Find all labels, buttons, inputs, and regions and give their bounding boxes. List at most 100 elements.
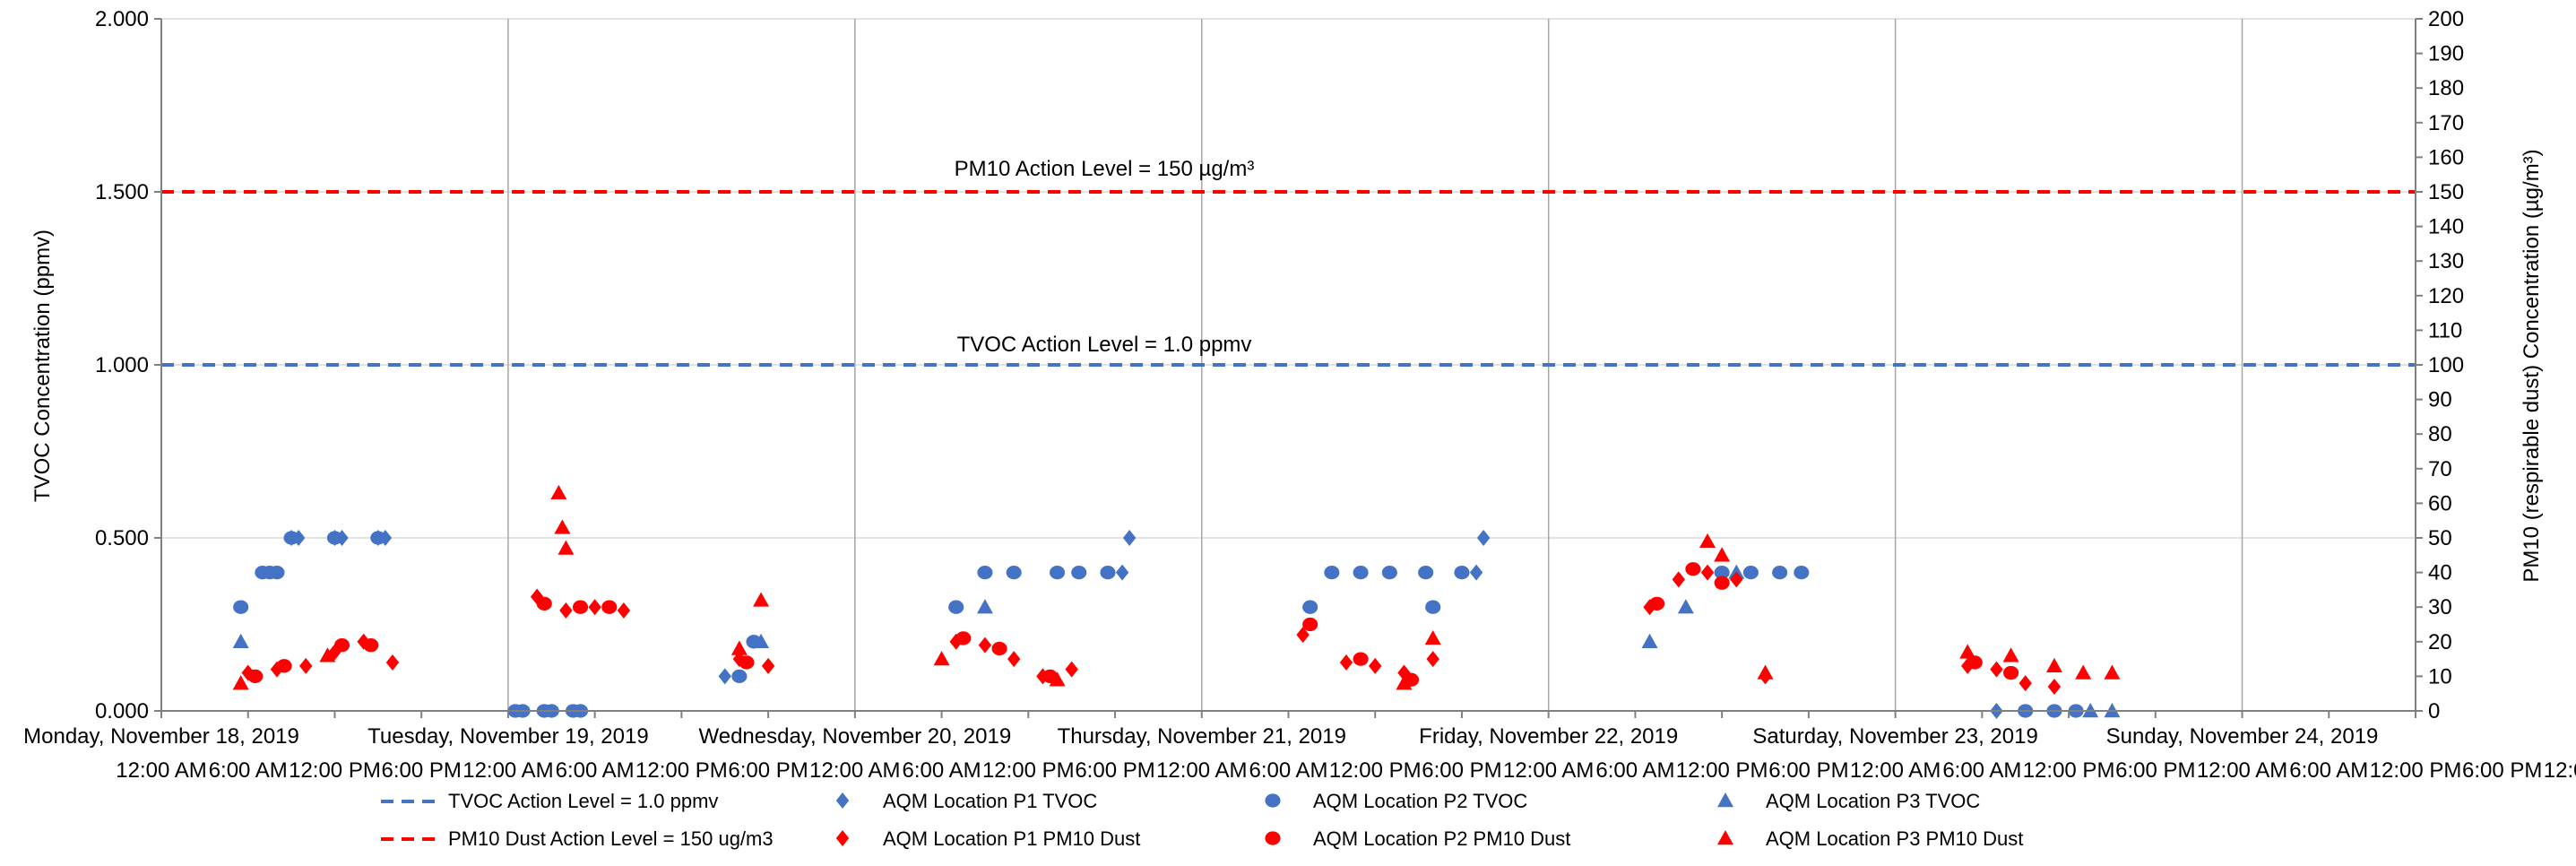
- data-point: [955, 631, 972, 645]
- legend-label: AQM Location P3 TVOC: [1766, 790, 1980, 812]
- data-point: [978, 637, 992, 654]
- data-point: [601, 600, 618, 614]
- data-point: [370, 531, 386, 545]
- x-time-label: 12:00 PM: [1329, 758, 1422, 783]
- data-point: [1339, 654, 1353, 671]
- data-point: [1714, 547, 1731, 562]
- x-time-label: 12:00 PM: [635, 758, 728, 783]
- x-time-label: 12:00 PM: [2370, 758, 2462, 783]
- data-point: [1685, 562, 1701, 576]
- data-point: [1677, 599, 1694, 614]
- data-point: [1772, 565, 1788, 580]
- y-right-tick-label: 110: [2428, 318, 2462, 342]
- data-point: [276, 659, 292, 673]
- y-right-tick-label: 40: [2428, 561, 2452, 585]
- data-point: [1454, 565, 1470, 580]
- y-right-tick-label: 100: [2428, 353, 2464, 377]
- x-time-label: 12:00 AM: [2544, 758, 2576, 783]
- data-point: [718, 668, 731, 685]
- data-point: [558, 540, 575, 555]
- data-point: [1296, 627, 1310, 644]
- y-left-axis-title: TVOC Concentration (ppmv): [30, 229, 55, 502]
- data-point: [299, 657, 313, 674]
- y-right-tick-label: 0: [2428, 699, 2440, 723]
- data-point: [1757, 664, 1774, 680]
- x-time-label: 12:00 AM: [2197, 758, 2287, 783]
- legend-label: PM10 Dust Action Level = 150 ug/m3: [448, 827, 774, 850]
- x-time-label: 6:00 AM: [556, 758, 635, 783]
- data-point: [1353, 652, 1369, 666]
- x-day-label: Thursday, November 21, 2019: [1058, 724, 1346, 749]
- x-day-label: Friday, November 22, 2019: [1419, 724, 1678, 749]
- data-point: [1050, 565, 1066, 580]
- x-day-label: Monday, November 18, 2019: [23, 724, 299, 749]
- data-point: [319, 647, 336, 662]
- data-point: [333, 638, 350, 653]
- x-time-label: 12:00 AM: [1503, 758, 1594, 783]
- x-time-label: 6:00 AM: [209, 758, 288, 783]
- x-time-label: 12:00 AM: [116, 758, 206, 783]
- data-point: [1649, 596, 1665, 611]
- data-point: [588, 599, 601, 616]
- legend-marker: [1717, 792, 1733, 808]
- y-left-tick-label: 1.500: [95, 180, 149, 204]
- y-left-tick-label: 0.000: [95, 699, 149, 723]
- y-left-tick-label: 1.000: [95, 353, 149, 377]
- pm10-action-level-annotation: PM10 Action Level = 150 µg/m³: [955, 157, 1255, 181]
- data-point: [1714, 565, 1730, 580]
- legend-marker: [1265, 831, 1281, 845]
- data-point: [1742, 565, 1759, 580]
- data-point: [1426, 651, 1439, 668]
- data-point: [730, 640, 748, 655]
- x-time-label: 6:00 PM: [1075, 758, 1154, 783]
- data-points: [232, 484, 2121, 719]
- legend-marker: [835, 830, 850, 846]
- data-point: [1369, 657, 1382, 674]
- x-time-label: 6:00 PM: [2115, 758, 2195, 783]
- data-point: [1115, 564, 1129, 581]
- y-right-tick-label: 150: [2428, 180, 2464, 204]
- x-time-label: 12:00 PM: [2023, 758, 2115, 783]
- data-point: [2075, 664, 2092, 680]
- data-point: [948, 600, 964, 614]
- y-right-tick-label: 140: [2428, 215, 2464, 239]
- data-point: [269, 565, 285, 580]
- data-point: [1353, 565, 1369, 580]
- data-point: [1424, 629, 1441, 645]
- data-point: [1967, 655, 1983, 670]
- legend-label: AQM Location P2 TVOC: [1313, 790, 1527, 812]
- y-right-tick-label: 200: [2428, 7, 2464, 31]
- x-time-label: 6:00 PM: [381, 758, 461, 783]
- x-time-label: 12:00 AM: [462, 758, 553, 783]
- y-left-tick-label: 2.000: [95, 7, 149, 31]
- data-point: [2045, 657, 2062, 673]
- data-point: [1324, 565, 1340, 580]
- data-point: [731, 669, 748, 684]
- data-point: [550, 484, 567, 500]
- data-point: [1641, 633, 1658, 648]
- y-right-tick-label: 30: [2428, 595, 2452, 619]
- data-point: [1396, 675, 1413, 690]
- y-right-tick-label: 90: [2428, 388, 2452, 412]
- reference-lines: [161, 190, 2416, 367]
- data-point: [232, 633, 249, 648]
- data-point: [247, 669, 264, 684]
- x-time-label: 6:00 PM: [1422, 758, 1501, 783]
- x-time-label: 12:00 PM: [1676, 758, 1768, 783]
- legend-label: TVOC Action Level = 1.0 ppmv: [448, 790, 718, 812]
- x-time-label: 6:00 PM: [728, 758, 808, 783]
- data-point: [2047, 678, 2062, 695]
- data-point: [1122, 530, 1137, 546]
- tvoc-action-level-annotation: TVOC Action Level = 1.0 ppmv: [957, 333, 1252, 357]
- x-time-label: 6:00 AM: [1249, 758, 1327, 783]
- data-point: [536, 596, 552, 611]
- data-point: [761, 657, 775, 674]
- data-point: [363, 638, 379, 653]
- x-day-label: Sunday, November 24, 2019: [2106, 724, 2379, 749]
- data-point: [1469, 564, 1483, 581]
- data-point: [977, 565, 993, 580]
- data-point: [385, 654, 400, 671]
- y-right-tick-label: 60: [2428, 491, 2452, 515]
